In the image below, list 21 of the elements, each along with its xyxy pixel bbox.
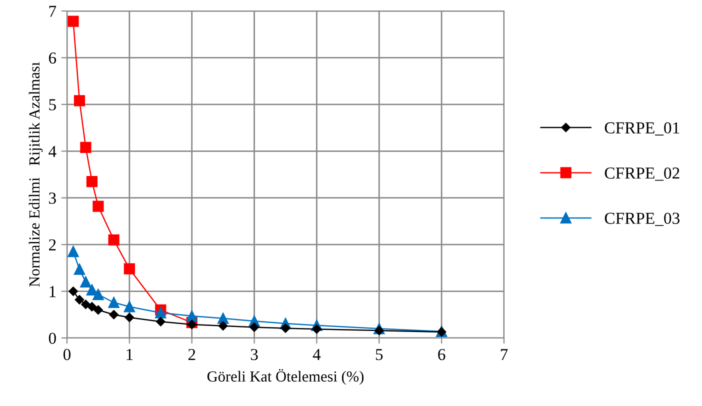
y-tick-label: 1 bbox=[50, 286, 56, 298]
legend-label: CFRPE_03 bbox=[604, 212, 680, 226]
x-tick-label: 4 bbox=[312, 349, 321, 360]
x-tick-label: 5 bbox=[376, 349, 383, 360]
x-tick-label: 3 bbox=[250, 348, 258, 360]
legend-label: CFRPE_01 bbox=[604, 122, 680, 136]
y-tick-label: 3 bbox=[49, 192, 56, 204]
x-tick-label: 7 bbox=[500, 349, 508, 360]
x-tick-label: 1 bbox=[126, 348, 133, 360]
x-tick-label: 2 bbox=[188, 348, 196, 360]
legend-label: CFRPE_02 bbox=[604, 167, 680, 181]
y-axis-title: Normalize Edilmi Rijitlik Azalması bbox=[28, 62, 43, 287]
y-tick-label: 6 bbox=[48, 52, 56, 64]
y-tick-label: 5 bbox=[49, 99, 56, 110]
y-tick-label: 4 bbox=[48, 146, 56, 157]
x-axis-title: Göreli Kat Ötelemesi (%) bbox=[207, 369, 364, 385]
y-tick-label: 2 bbox=[48, 239, 56, 250]
x-tick-label: 6 bbox=[438, 348, 446, 360]
y-tick-label: 7 bbox=[49, 6, 56, 17]
x-tick-label: 0 bbox=[63, 348, 71, 360]
y-tick-label: 0 bbox=[48, 332, 56, 344]
